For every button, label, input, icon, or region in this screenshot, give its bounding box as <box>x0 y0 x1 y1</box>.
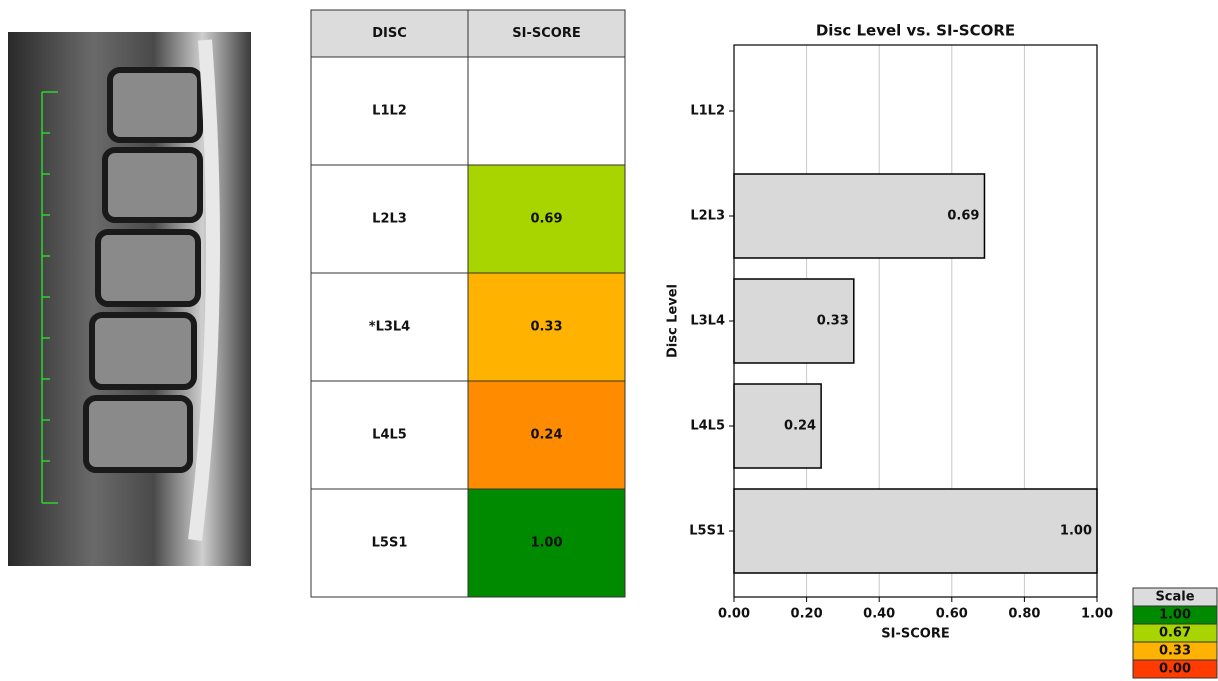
cell-text: L2L3 <box>372 212 407 227</box>
chart-title: Disc Level vs. SI-SCORE <box>816 22 1015 40</box>
scale-label: 1.00 <box>1159 608 1191 623</box>
cell-text: 0.24 <box>530 428 562 443</box>
scale-label: 0.00 <box>1159 662 1191 677</box>
cell-text: *L3L4 <box>369 320 410 335</box>
x-tick-label: 1.00 <box>1081 607 1113 622</box>
bar <box>734 489 1097 573</box>
cell-text: L5S1 <box>372 536 408 551</box>
header-text: SI-SCORE <box>512 26 580 41</box>
x-tick-label: 0.00 <box>718 607 750 622</box>
value-label: 0.33 <box>817 314 849 329</box>
y-tick-label: L3L4 <box>690 314 725 329</box>
scale-label: 0.33 <box>1159 644 1191 659</box>
value-label: 1.00 <box>1060 524 1092 539</box>
scale-label: 0.67 <box>1159 626 1191 641</box>
cell-text: 0.69 <box>530 212 562 227</box>
x-tick-label: 0.20 <box>791 607 823 622</box>
x-tick-label: 0.80 <box>1008 607 1040 622</box>
y-tick-label: L4L5 <box>690 419 725 434</box>
value-label: 0.24 <box>784 419 816 434</box>
x-tick-label: 0.40 <box>863 607 895 622</box>
x-axis-label: SI-SCORE <box>881 627 949 642</box>
header-text: DISC <box>372 26 407 41</box>
y-tick-label: L2L3 <box>690 209 725 224</box>
page: DISC SI-SCORE L1L2 L2L3 0.69 *L3L4 0.33 L4L5 0.2… <box>0 0 1218 681</box>
cell-text: 1.00 <box>530 536 562 551</box>
cell-text: 0.33 <box>530 320 562 335</box>
x-tick-label: 0.60 <box>936 607 968 622</box>
y-tick-label: L5S1 <box>689 524 725 539</box>
value-label: 0.69 <box>947 209 979 224</box>
y-tick-label: L1L2 <box>690 104 725 119</box>
scale-title: Scale <box>1155 590 1194 605</box>
table-cell <box>468 57 625 165</box>
cell-text: L1L2 <box>372 104 407 119</box>
y-axis-label: Disc Level <box>666 284 681 358</box>
cell-text: L4L5 <box>372 428 407 443</box>
mri-image <box>8 32 251 566</box>
